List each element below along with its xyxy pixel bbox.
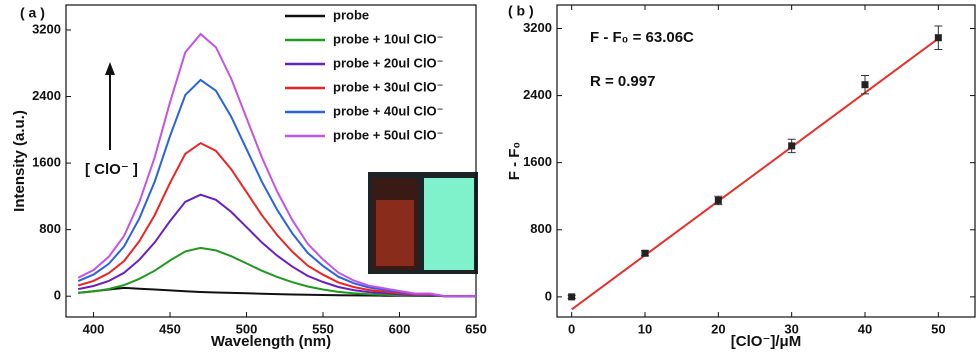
- annotation: F - F₀ = 63.06C: [590, 29, 694, 46]
- series-line: [77, 32, 476, 298]
- legend-label: probe + 40ul ClO⁻: [333, 103, 444, 118]
- x-tick-label: 400: [83, 321, 105, 336]
- annotation: [ ClO⁻ ]: [85, 161, 138, 178]
- x-tick-label: 500: [236, 321, 258, 336]
- fit-line: [571, 37, 939, 311]
- x-tick-label: 10: [638, 321, 652, 336]
- point: [568, 293, 576, 301]
- y-tick-label: 800: [530, 221, 552, 236]
- x-axis-label: Wavelength (nm): [211, 333, 331, 350]
- y-tick-label: 3200: [523, 20, 552, 35]
- x-tick-label: 50: [931, 321, 945, 336]
- arrow-head: [105, 62, 115, 75]
- inset-photo: [368, 172, 478, 274]
- legend-label: probe + 30ul ClO⁻: [333, 79, 444, 94]
- x-tick-label: 30: [784, 321, 798, 336]
- panel-label: ( a ): [20, 5, 45, 21]
- point: [788, 142, 796, 150]
- x-tick-label: 40: [858, 321, 872, 336]
- x-tick-label: 600: [389, 321, 411, 336]
- x-tick-label: 650: [465, 321, 487, 336]
- y-tick-label: 1600: [523, 154, 552, 169]
- x-axis-label: [ClO⁻]/μM: [731, 333, 801, 350]
- legend-label: probe + 10ul ClO⁻: [333, 31, 444, 46]
- point: [641, 249, 649, 257]
- x-tick-label: 20: [711, 321, 725, 336]
- legend-label: probe: [333, 7, 369, 22]
- point: [861, 81, 869, 89]
- plot-frame: [556, 4, 976, 318]
- point: [934, 34, 942, 42]
- legend-label: probe + 50ul ClO⁻: [333, 127, 444, 142]
- x-tick-label: 0: [568, 321, 575, 336]
- x-tick-label: 450: [159, 321, 181, 336]
- y-tick-label: 800: [39, 221, 61, 236]
- y-axis-label: Intensity (a.u.): [11, 110, 28, 212]
- y-tick-label: 2400: [523, 87, 552, 102]
- point: [714, 196, 722, 204]
- y-tick-label: 1600: [32, 155, 61, 170]
- y-tick-label: 2400: [32, 88, 61, 103]
- annotation: R = 0.997: [590, 73, 655, 90]
- panel-label: ( b ): [508, 3, 534, 19]
- legend-label: probe + 20ul ClO⁻: [333, 55, 444, 70]
- y-tick-label: 0: [54, 288, 61, 303]
- y-axis-label: F - F₀: [506, 142, 523, 180]
- plot-frame: [65, 4, 477, 318]
- y-tick-label: 3200: [32, 21, 61, 36]
- y-tick-label: 0: [545, 288, 552, 303]
- x-tick-label: 550: [312, 321, 334, 336]
